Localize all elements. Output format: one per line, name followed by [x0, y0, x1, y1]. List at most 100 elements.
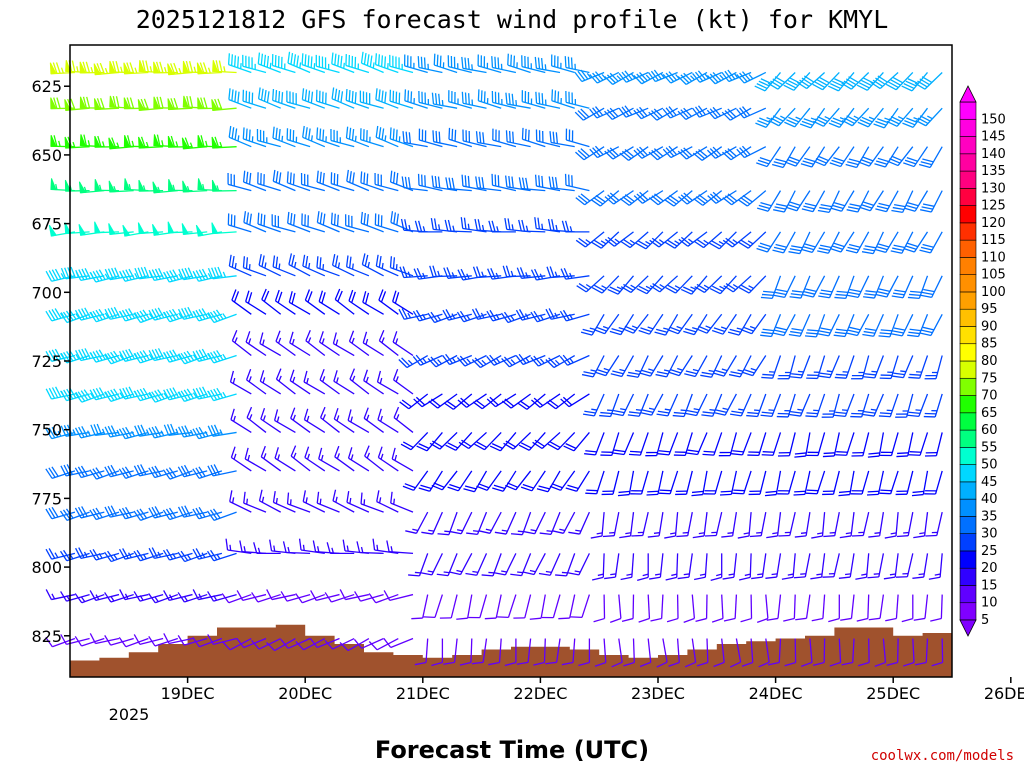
- wind-barb: [334, 445, 355, 472]
- wind-barb: [458, 431, 487, 450]
- wind-barb: [736, 145, 767, 159]
- wind-barb: [256, 129, 281, 148]
- wind-barb: [362, 331, 384, 357]
- wind-barb: [749, 512, 767, 538]
- colorbar-swatch: [959, 188, 977, 206]
- wind-barb: [302, 254, 326, 277]
- wind-barb: [728, 355, 752, 378]
- wind-barb: [637, 553, 649, 581]
- wind-barb: [701, 393, 723, 417]
- wind-barb: [828, 107, 855, 128]
- colorbar-swatch: [959, 257, 977, 275]
- wind-barb: [510, 511, 532, 536]
- colorbar-label: 95: [981, 302, 998, 317]
- wind-barb: [793, 553, 811, 579]
- wind-barb: [784, 638, 797, 667]
- wind-barb: [581, 355, 605, 378]
- wind-barb: [375, 125, 399, 148]
- wind-barb: [431, 92, 458, 109]
- wind-barb: [133, 464, 164, 477]
- wind-barb: [657, 432, 679, 456]
- wind-barb: [895, 470, 914, 496]
- wind-barb: [319, 406, 340, 433]
- wind-barb: [755, 107, 782, 128]
- wind-barb: [618, 70, 649, 83]
- wind-barb: [594, 355, 620, 377]
- wind-barb: [928, 553, 943, 580]
- wind-barb: [612, 432, 635, 456]
- wind-barb: [414, 638, 429, 666]
- wind-barb: [857, 107, 884, 128]
- wind-barb: [448, 90, 472, 109]
- wind-barb: [312, 540, 340, 554]
- wind-barb: [639, 355, 664, 377]
- colorbar-swatch: [959, 429, 977, 448]
- wind-barb: [620, 231, 649, 249]
- colorbar-swatch: [959, 447, 977, 465]
- wind-barb: [377, 446, 399, 472]
- y-tick-label: 750: [31, 421, 62, 440]
- wind-barb: [665, 553, 679, 581]
- wind-barb: [764, 470, 782, 497]
- wind-barb: [361, 253, 384, 277]
- wind-barb: [777, 470, 796, 495]
- wind-barb: [618, 105, 649, 118]
- x-year-label: 2025: [109, 705, 150, 724]
- wind-barb: [879, 470, 899, 495]
- wind-barb: [405, 511, 429, 534]
- wind-barb: [564, 173, 590, 192]
- wind-barb: [368, 637, 399, 651]
- wind-barb: [706, 146, 737, 159]
- wind-barb: [420, 553, 443, 576]
- wind-barb: [747, 432, 767, 457]
- colorbar-swatch: [959, 291, 977, 310]
- colorbar-label: 150: [981, 112, 1006, 127]
- wind-barb: [349, 368, 370, 395]
- x-tick-label: 21DEC: [396, 684, 450, 703]
- wind-barb: [578, 638, 591, 667]
- wind-barb: [182, 60, 208, 74]
- wind-barb: [418, 90, 443, 109]
- wind-barb: [378, 329, 399, 357]
- wind-barb: [287, 211, 311, 233]
- wind-barb: [789, 275, 811, 299]
- wind-barb: [768, 107, 796, 127]
- colorbar-swatch: [959, 170, 977, 189]
- colorbar-label: 90: [981, 319, 998, 334]
- wind-barb: [491, 173, 517, 192]
- wind-barb: [818, 355, 840, 379]
- wind-barb: [649, 275, 679, 293]
- wind-barb: [801, 231, 826, 254]
- wind-barb: [890, 314, 914, 337]
- x-tick-label: 24DEC: [749, 684, 803, 703]
- colorbar-label: 100: [981, 285, 1006, 300]
- wind-barb: [163, 269, 193, 283]
- wind-barb: [658, 470, 679, 495]
- colorbar-swatch: [959, 326, 977, 345]
- wind-barb: [545, 308, 575, 320]
- wind-barb: [109, 95, 134, 109]
- wind-barb: [389, 170, 414, 192]
- wind-barb: [310, 590, 340, 602]
- wind-barb: [324, 637, 355, 650]
- wind-barb: [471, 638, 488, 665]
- wind-barb: [887, 146, 914, 167]
- wind-barb: [611, 638, 623, 668]
- wind-barb: [604, 146, 634, 160]
- wind-barb: [722, 231, 752, 248]
- wind-barb: [309, 637, 340, 649]
- wind-barb: [288, 291, 311, 315]
- wind-barb: [118, 506, 149, 520]
- wind-barb: [74, 593, 105, 604]
- wind-barb: [694, 275, 723, 294]
- wind-barb: [104, 425, 134, 438]
- wind-barb: [838, 553, 855, 579]
- wind-barb: [491, 56, 517, 74]
- colorbar-swatch: [959, 516, 977, 534]
- colorbar-swatch: [959, 360, 977, 379]
- credit-text[interactable]: coolwx.com/models: [871, 748, 1014, 764]
- wind-barb: [901, 594, 914, 623]
- wind-barb: [835, 432, 855, 456]
- wind-barb: [548, 176, 575, 192]
- wind-barb: [630, 470, 649, 495]
